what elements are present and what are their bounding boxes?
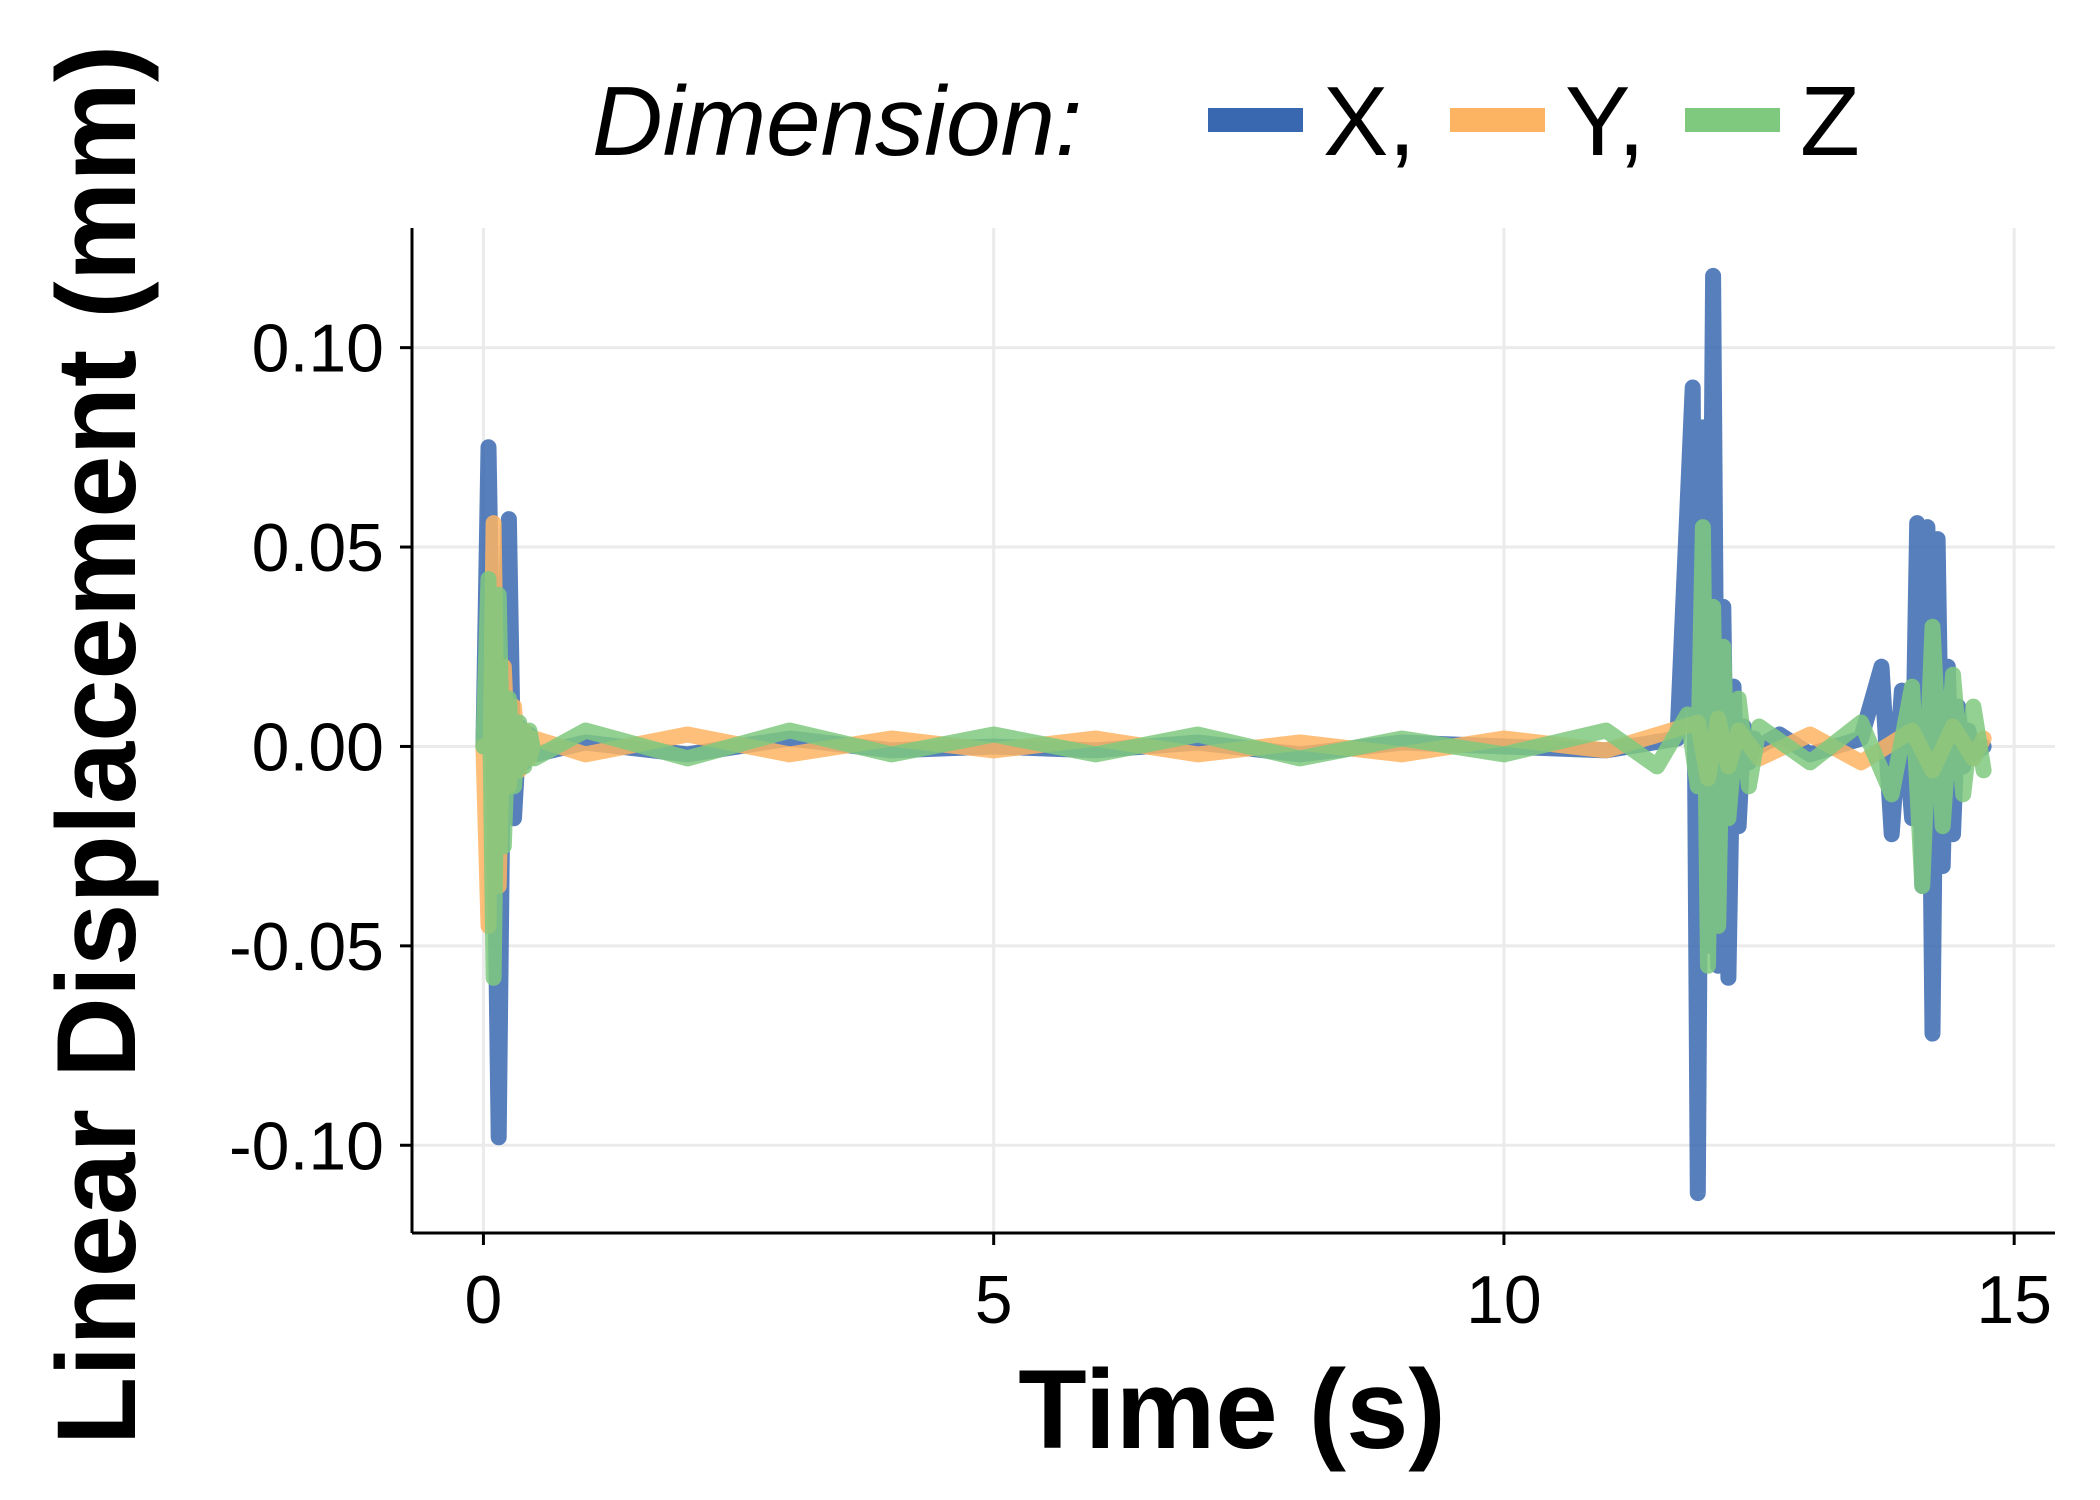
legend-label-y: Y, <box>1565 66 1645 176</box>
series-layer <box>475 267 1992 1202</box>
x-axis-title: Time (s) <box>1018 1347 1445 1472</box>
series-line-z <box>475 519 1992 986</box>
y-tick-label: -0.05 <box>229 909 384 985</box>
x-tick-label: 10 <box>1466 1262 1542 1338</box>
x-tick-label: 15 <box>1976 1262 2052 1338</box>
axes: 0 5 10 15 -0.10 -0.05 0.00 0.05 0.10 <box>229 228 2055 1338</box>
legend-label-x: X, <box>1323 66 1416 176</box>
y-tick-label: 0.10 <box>252 311 384 387</box>
x-tick-label: 5 <box>975 1262 1013 1338</box>
legend-title: Dimension: <box>592 66 1082 176</box>
y-axis-title: Linear Displacement (mm) <box>34 45 159 1445</box>
y-tick-label: 0.00 <box>252 709 384 785</box>
legend: Dimension: X, Y, Z <box>592 66 1860 176</box>
legend-key-x <box>1208 108 1303 132</box>
legend-key-y <box>1450 108 1545 132</box>
y-tick-label: -0.10 <box>229 1108 384 1184</box>
legend-label-z: Z <box>1800 66 1860 176</box>
x-tick-label: 0 <box>465 1262 503 1338</box>
y-tick-label: 0.05 <box>252 510 384 586</box>
legend-key-z <box>1685 108 1780 132</box>
